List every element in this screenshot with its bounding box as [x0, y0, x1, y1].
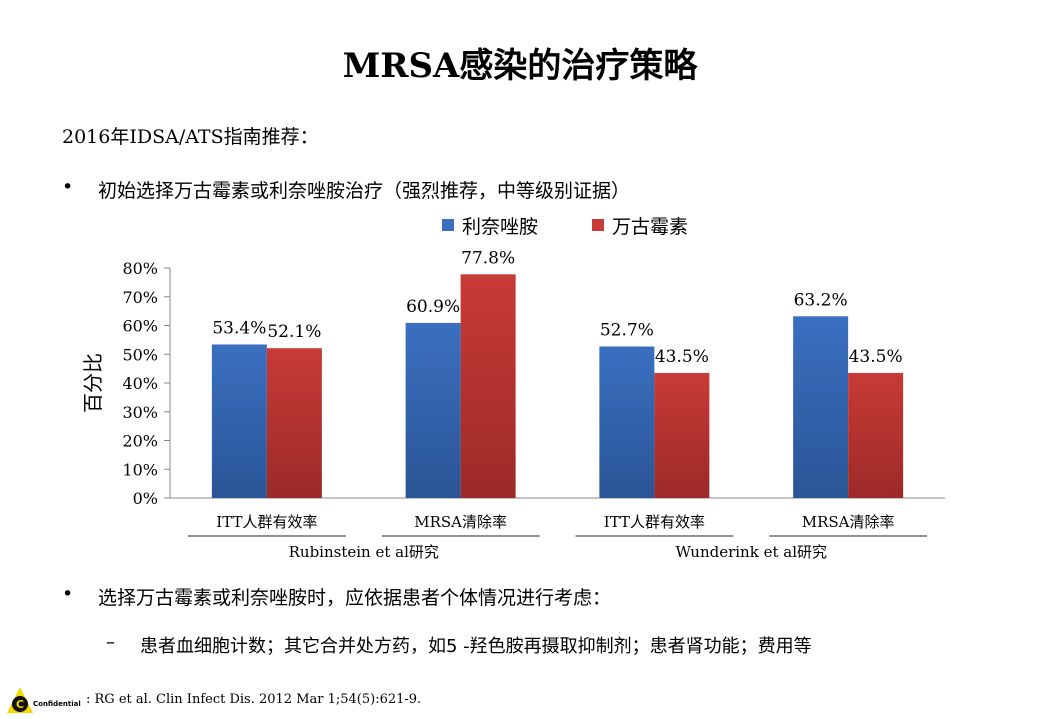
bar [599, 346, 655, 498]
intro-text: 2016年IDSA/ATS指南推荐： [62, 126, 319, 148]
y-tick-label: 0% [133, 489, 158, 508]
x-group-label: Wunderink et al研究 [675, 543, 827, 561]
bullet-text: 选择万古霉素或利奈唑胺时，应依据患者个体情况进行考虑： [98, 587, 612, 609]
data-label: 63.2% [794, 290, 848, 310]
y-tick-label: 20% [122, 432, 158, 451]
company-logo-icon: C [7, 687, 33, 713]
legend-label: 利奈唑胺 [462, 216, 538, 238]
sub-bullet-dash: – [106, 632, 115, 653]
y-tick-label: 60% [122, 317, 158, 336]
logo-letter: C [16, 698, 24, 711]
confidential-label: Confidential [33, 700, 81, 708]
bar [266, 348, 322, 498]
sub-bullet-text: 患者血细胞计数；其它合并处方药，如5 -羟色胺再摄取抑制剂；患者肾功能；费用等 [140, 636, 812, 657]
data-label: 52.7% [600, 320, 654, 340]
data-label: 60.9% [406, 297, 460, 317]
data-label: 43.5% [655, 347, 709, 367]
y-tick-label: 80% [122, 259, 158, 278]
bar [654, 372, 710, 498]
y-tick-label: 40% [122, 374, 158, 393]
y-tick-label: 10% [122, 460, 158, 479]
data-label: 53.4% [212, 318, 266, 338]
reference-text: : RG et al. Clin Infect Dis. 2012 Mar 1;… [86, 692, 422, 707]
data-label: 52.1% [267, 322, 321, 342]
slide-title: MRSA感染的治疗策略 [342, 46, 698, 86]
x-category-label: ITT人群有效率 [604, 513, 705, 531]
legend-label: 万古霉素 [612, 216, 688, 238]
bar [405, 322, 461, 498]
y-tick-label: 50% [122, 345, 158, 364]
bullet-dot: • [62, 176, 74, 198]
x-group-label: Rubinstein et al研究 [289, 543, 439, 561]
legend-swatch [442, 219, 454, 231]
y-tick-label: 70% [122, 288, 158, 307]
x-category-label: MRSA清除率 [802, 513, 895, 531]
bar-chart: 0% 10% 20% 30% 40% 50% 60% 70% 80% 百分比 53.4% 52.1% I… [81, 216, 945, 561]
x-category-label: ITT人群有效率 [216, 513, 317, 531]
legend-swatch [592, 219, 604, 231]
bullet-text: 初始选择万古霉素或利奈唑胺治疗（强烈推荐，中等级别证据） [98, 180, 631, 202]
y-tick-label: 30% [122, 403, 158, 422]
bar [211, 344, 267, 498]
footer: C Confidential : RG et al. Clin Infect D… [0, 686, 1040, 720]
data-label: 77.8% [461, 248, 515, 268]
bar [848, 372, 904, 498]
data-label: 43.5% [849, 347, 903, 367]
bar [793, 316, 849, 498]
bar [460, 274, 516, 498]
x-category-label: MRSA清除率 [414, 513, 507, 531]
y-axis-title: 百分比 [81, 353, 105, 413]
bullet-dot: • [62, 583, 74, 605]
